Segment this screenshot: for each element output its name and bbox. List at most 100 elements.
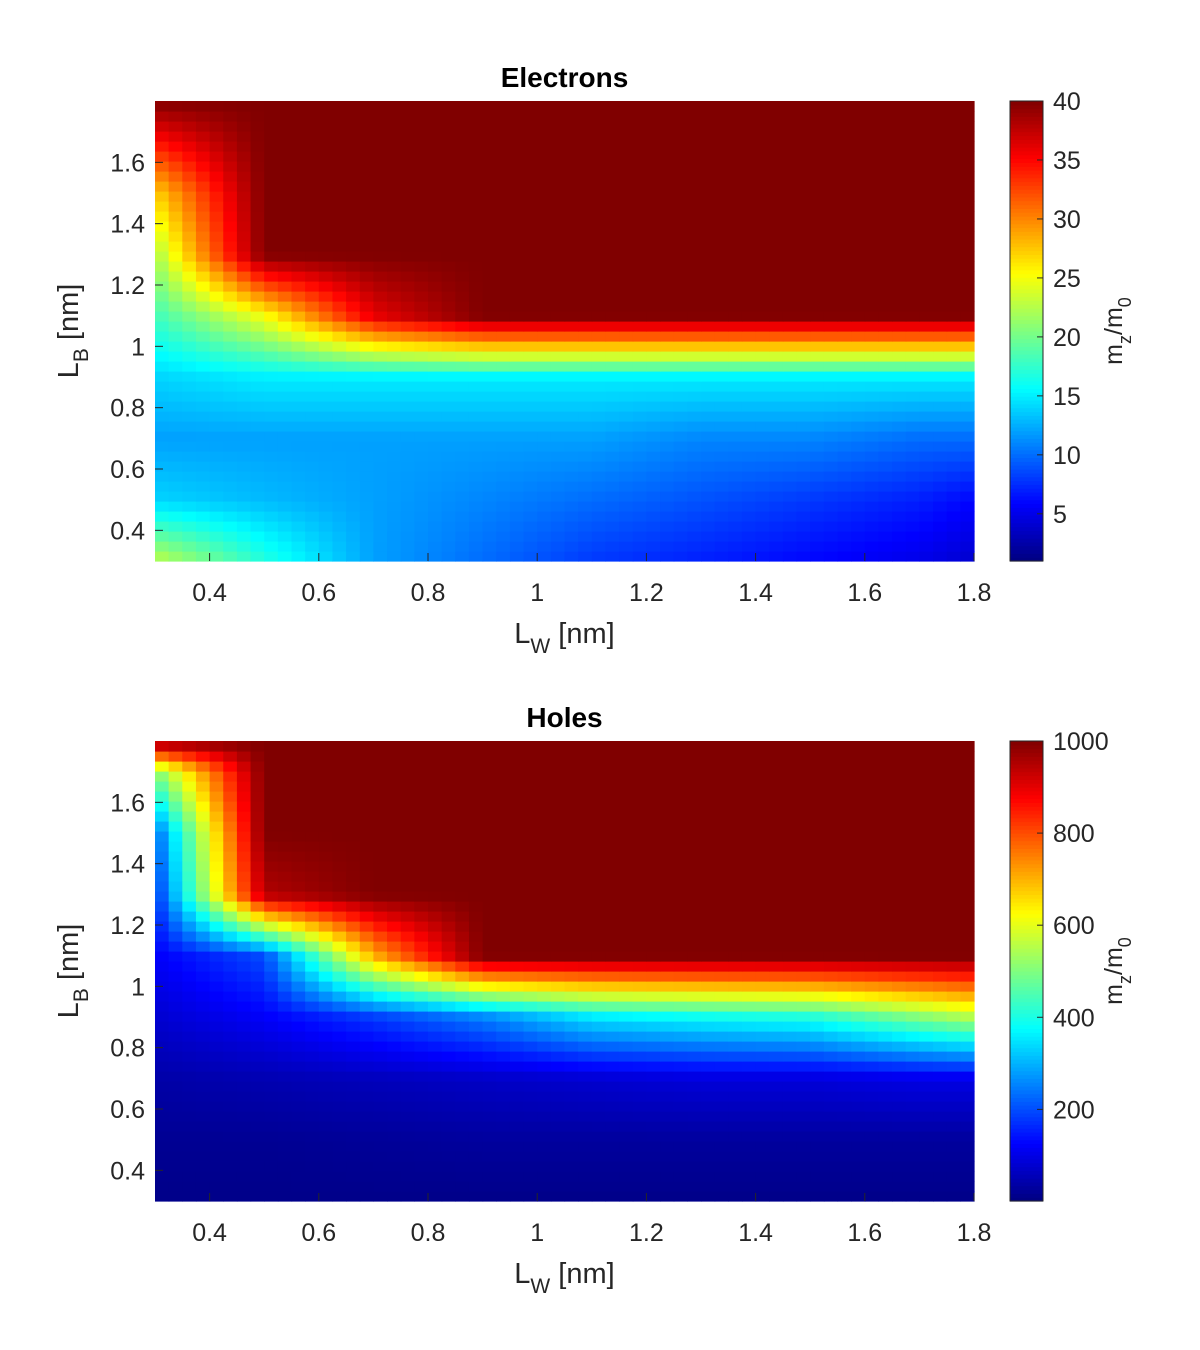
heatmap-cell bbox=[373, 391, 388, 402]
heatmap-cell bbox=[741, 251, 757, 262]
heatmap-cell bbox=[209, 921, 224, 932]
heatmap-cell bbox=[373, 271, 388, 282]
heatmap-cell bbox=[769, 371, 784, 382]
heatmap-cell bbox=[605, 1121, 620, 1132]
heatmap-cell bbox=[195, 441, 211, 452]
heatmap-cell bbox=[318, 961, 334, 972]
heatmap-cell bbox=[250, 1121, 265, 1132]
heatmap-cell bbox=[919, 911, 934, 922]
heatmap-cell bbox=[455, 871, 470, 882]
heatmap-cell bbox=[591, 121, 607, 132]
heatmap-cell bbox=[646, 521, 661, 532]
heatmap-cell bbox=[277, 261, 293, 272]
heatmap-cell bbox=[646, 281, 661, 292]
heatmap-cell bbox=[182, 1061, 197, 1072]
heatmap-cell bbox=[632, 921, 647, 932]
heatmap-cell bbox=[209, 1031, 224, 1042]
heatmap-cell bbox=[660, 481, 675, 492]
heatmap-cell bbox=[441, 481, 456, 492]
heatmap-cell bbox=[264, 131, 279, 142]
heatmap-cell bbox=[155, 301, 170, 312]
heatmap-cell bbox=[400, 351, 415, 362]
heatmap-cell bbox=[455, 351, 470, 362]
heatmap-cell bbox=[373, 321, 388, 332]
heatmap-cell bbox=[373, 981, 388, 992]
heatmap-cell bbox=[318, 1081, 334, 1092]
heatmap-cell bbox=[441, 441, 456, 452]
heatmap-cell bbox=[905, 991, 920, 1002]
heatmap-cell bbox=[892, 1001, 907, 1012]
heatmap-cell bbox=[632, 391, 647, 402]
heatmap-cell bbox=[892, 881, 907, 892]
heatmap-cell bbox=[523, 541, 538, 552]
heatmap-cell bbox=[155, 1161, 170, 1172]
heatmap-cell bbox=[482, 1011, 497, 1022]
heatmap-cell bbox=[755, 451, 770, 462]
heatmap-cell bbox=[905, 1051, 920, 1062]
heatmap-cell bbox=[414, 421, 429, 432]
heatmap-cell bbox=[837, 1091, 852, 1102]
heatmap-cell bbox=[523, 1121, 538, 1132]
heatmap-cell bbox=[236, 311, 252, 322]
heatmap-cell bbox=[318, 331, 334, 342]
heatmap-cell bbox=[919, 961, 934, 972]
heatmap-cell bbox=[332, 1151, 347, 1162]
heatmap-cell bbox=[851, 551, 866, 562]
heatmap-cell bbox=[591, 311, 607, 322]
heatmap-cell bbox=[182, 211, 197, 222]
heatmap-cell bbox=[796, 1121, 811, 1132]
heatmap-cell bbox=[332, 311, 347, 322]
heatmap-cell bbox=[496, 881, 511, 892]
colorbar-segment bbox=[1010, 327, 1043, 332]
heatmap-cell bbox=[428, 511, 443, 522]
heatmap-cell bbox=[905, 861, 920, 872]
heatmap-cell bbox=[523, 441, 538, 452]
heatmap-cell bbox=[496, 461, 511, 472]
heatmap-cell bbox=[332, 1021, 347, 1032]
heatmap-cell bbox=[441, 131, 456, 142]
heatmap-cell bbox=[741, 911, 757, 922]
heatmap-cell bbox=[195, 1101, 211, 1112]
heatmap-cell bbox=[619, 1041, 634, 1052]
heatmap-cell bbox=[714, 1191, 729, 1202]
colorbar-segment bbox=[1010, 112, 1043, 117]
heatmap-cell bbox=[209, 111, 224, 122]
heatmap-cell bbox=[919, 1191, 934, 1202]
heatmap-cell bbox=[523, 201, 538, 212]
heatmap-cell bbox=[851, 191, 866, 202]
heatmap-cell bbox=[591, 161, 607, 172]
heatmap-cell bbox=[305, 1141, 320, 1152]
heatmap-cell bbox=[468, 171, 484, 182]
heatmap-cell bbox=[209, 1171, 224, 1182]
heatmap-cell bbox=[277, 541, 293, 552]
heatmap-cell bbox=[769, 1081, 784, 1092]
heatmap-cell bbox=[168, 411, 183, 422]
heatmap-cell bbox=[769, 321, 784, 332]
heatmap-cell bbox=[564, 151, 579, 162]
heatmap-cell bbox=[946, 391, 961, 402]
heatmap-cell bbox=[946, 1151, 961, 1162]
heatmap-cell bbox=[714, 1161, 729, 1172]
heatmap-cell bbox=[387, 371, 402, 382]
heatmap-cell bbox=[496, 471, 511, 482]
heatmap-cell bbox=[195, 411, 211, 422]
heatmap-cell bbox=[414, 1081, 429, 1092]
heatmap-cell bbox=[537, 331, 552, 342]
heatmap-cell bbox=[810, 171, 825, 182]
heatmap-cell bbox=[346, 1051, 361, 1062]
heatmap-cell bbox=[537, 381, 552, 392]
heatmap-cell bbox=[837, 1171, 852, 1182]
heatmap-cell bbox=[782, 1191, 798, 1202]
heatmap-cell bbox=[155, 1061, 170, 1072]
heatmap-cell bbox=[332, 171, 347, 182]
heatmap-cell bbox=[769, 541, 784, 552]
heatmap-cell bbox=[892, 1051, 907, 1062]
heatmap-cell bbox=[346, 531, 361, 542]
heatmap-cell bbox=[728, 331, 743, 342]
heatmap-cell bbox=[195, 1051, 211, 1062]
heatmap-cell bbox=[209, 231, 224, 242]
heatmap-cell bbox=[400, 161, 415, 172]
heatmap-cell bbox=[346, 1021, 361, 1032]
heatmap-cell bbox=[264, 391, 279, 402]
heatmap-cell bbox=[236, 1041, 252, 1052]
